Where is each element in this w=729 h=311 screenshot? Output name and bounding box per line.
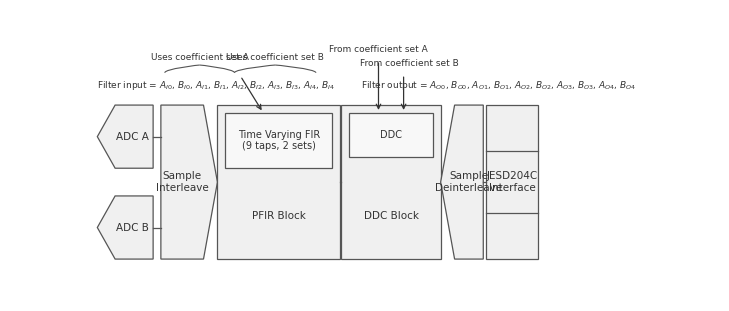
Text: Uses coefficient set B: Uses coefficient set B	[226, 53, 324, 62]
Text: Time Varying FIR
(9 taps, 2 sets): Time Varying FIR (9 taps, 2 sets)	[238, 130, 320, 151]
Text: DDC Block: DDC Block	[364, 211, 418, 221]
Bar	[225, 113, 332, 168]
Text: Uses coefficient set A: Uses coefficient set A	[151, 53, 249, 62]
Text: ADC A: ADC A	[116, 132, 149, 142]
Text: Sample
Interleave: Sample Interleave	[156, 171, 208, 193]
Text: JESD204C
Interface: JESD204C Interface	[487, 171, 538, 193]
Text: DDC: DDC	[380, 130, 402, 140]
Text: From coefficient set A: From coefficient set A	[329, 45, 428, 54]
Text: From coefficient set B: From coefficient set B	[360, 59, 459, 68]
Bar	[486, 105, 538, 259]
Polygon shape	[98, 196, 153, 259]
Polygon shape	[161, 105, 217, 259]
Text: Filter input = $A_{I0}$, $B_{I0}$, $A_{I1}$, $B_{I1}$, $A_{I2}$, $B_{I2}$, $A_{I: Filter input = $A_{I0}$, $B_{I0}$, $A_{I…	[98, 79, 335, 91]
Bar	[341, 105, 440, 259]
Text: Sample
Deinterleave: Sample Deinterleave	[435, 171, 502, 193]
Text: PFIR Block: PFIR Block	[252, 211, 305, 221]
Text: Filter output = $A_{O0}$, $B_{O0}$, $A_{O1}$, $B_{O1}$, $A_{O2}$, $B_{O2}$, $A_{: Filter output = $A_{O0}$, $B_{O0}$, $A_{…	[361, 79, 636, 91]
Polygon shape	[98, 105, 153, 168]
Bar	[349, 113, 433, 157]
Polygon shape	[440, 105, 483, 259]
Text: ADC B: ADC B	[116, 222, 149, 233]
Bar	[217, 105, 340, 259]
